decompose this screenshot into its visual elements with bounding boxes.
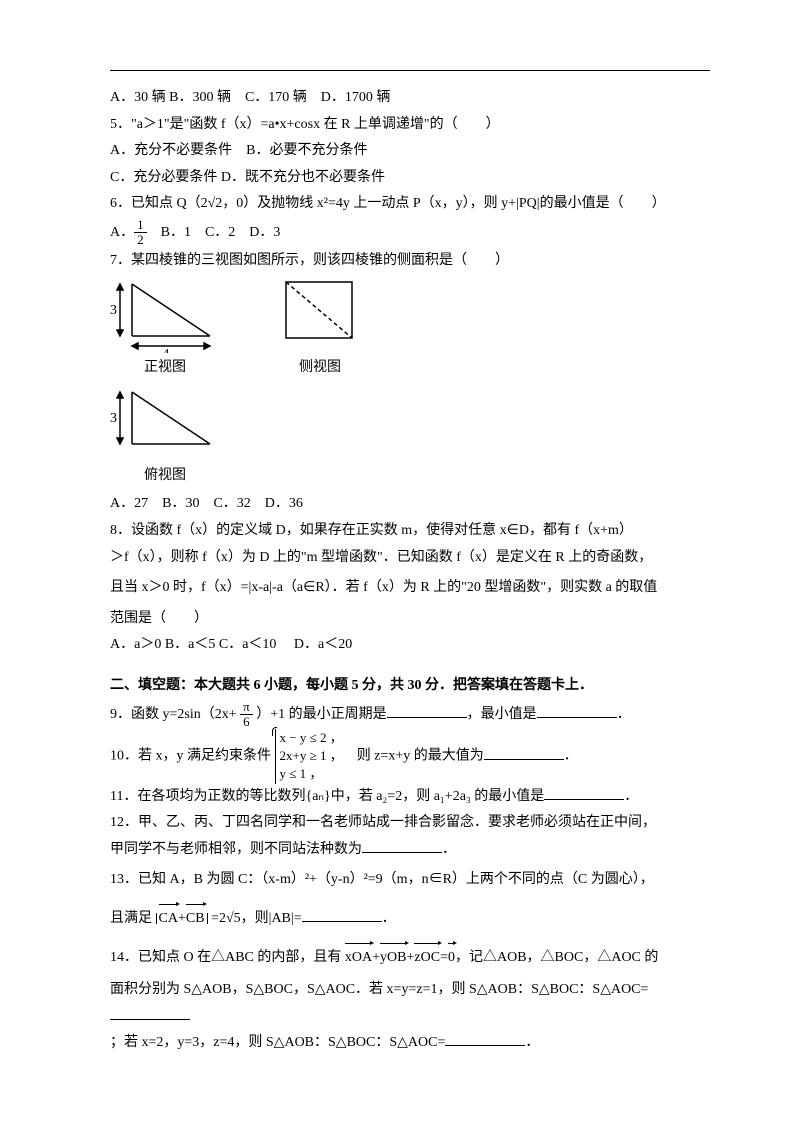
q6-stem: 6．已知点 Q（2√2，0）及抛物线 x²=4y 上一动点 P（x，y），则 y… — [110, 191, 710, 218]
period: ． — [382, 911, 396, 926]
blank — [302, 907, 382, 922]
q14-a: 14．已知点 O 在△ABC 的内部，且有 — [110, 950, 345, 965]
top-dim-left: 3 — [110, 411, 117, 426]
q4-options: A．30 辆 B．300 辆 C．170 辆 D．1700 辆 — [110, 85, 710, 112]
q6-options: A．12 B．1 C．2 D．3 — [110, 218, 710, 248]
q11: 11．在各项均为正数的等比数列{aₙ}中，若 a₂=2，则 a₁+2a₃ 的最小… — [110, 784, 710, 811]
blank — [362, 838, 442, 853]
period: ． — [525, 1035, 539, 1050]
q10-sys2: 2x+y ≥ 1 ， — [280, 747, 343, 765]
front-dim-bottom: 4 — [163, 347, 170, 353]
q9: 9．函数 y=2sin（2x+ π6 ）+1 的最小正周期是 ，最小值是 ． — [110, 700, 710, 730]
period: ． — [442, 842, 456, 857]
vector-ob: yOB — [380, 943, 406, 972]
q8-options: A．a＞0 B．a＜5 C．a＜10 D．a＜20 — [110, 632, 710, 659]
q14-l2: 面积分别为 S△AOB，S△BOC，S△AOC．若 x=y=z=1，则 S△AO… — [110, 977, 710, 1030]
front-view-label: 正视图 — [110, 355, 220, 382]
q10-sys1: x − y ≤ 2 ， — [280, 729, 343, 747]
q12-b: 甲同学不与老师相邻，则不同站法种数为 — [110, 842, 362, 857]
side-view-label: 侧视图 — [280, 355, 360, 382]
fraction-1-over-2: 12 — [134, 218, 147, 248]
q9-a: 9．函数 y=2sin（2x+ — [110, 707, 240, 722]
q12-l1: 12．甲、乙、丙、丁四名同学和一名老师站成一排合影留念．要求老师必须站在正中间， — [110, 810, 710, 837]
top-view-block: 3 俯视图 — [110, 386, 220, 490]
period: ． — [617, 707, 631, 722]
q7-stem: 7．某四棱锥的三视图如图所示，则该四棱锥的侧面积是（ ） — [110, 248, 710, 275]
top-view-svg: 3 — [110, 386, 220, 461]
q8-l2: ＞f（x），则称 f（x）为 D 上的"m 型增函数"．已知函数 f（x）是定义… — [110, 545, 710, 572]
frac-num: 1 — [134, 218, 147, 233]
q10-b: 则 z=x+y 的最大值为 — [343, 749, 484, 764]
vector-cb: CB — [186, 904, 205, 933]
front-dim-left: 3 — [110, 303, 117, 318]
q6-opt-rest: B．1 C．2 D．3 — [147, 225, 281, 240]
blank — [537, 703, 617, 718]
q9-c: ，最小值是 — [467, 707, 537, 722]
q13-c: ，则|AB|= — [241, 911, 302, 926]
q14-l3: ；若 x=2，y=3，z=4，则 S△AOB：S△BOC：S△AOC= ． — [110, 1030, 710, 1057]
side-view-block: 侧视图 — [280, 278, 360, 382]
q13-l1: 13．已知 A，B 为圆 C：（x-m）²+（y-n）²=9（m，n∈R）上两个… — [110, 867, 710, 894]
three-views-row1: 3 4 正视图 侧视图 — [110, 278, 710, 382]
front-view-svg: 3 4 — [110, 278, 220, 353]
q10-sys3: y ≤ 1 ， — [280, 765, 343, 783]
q12-l2: 甲同学不与老师相邻，则不同站法种数为 ． — [110, 837, 710, 864]
blank — [110, 1005, 190, 1020]
q13-b: 且满足 — [110, 911, 156, 926]
period: ． — [624, 789, 638, 804]
q13-eq: =2√5 — [208, 911, 241, 926]
period: ． — [564, 749, 578, 764]
q10: 10．若 x，y 满足约束条件 x − y ≤ 2 ， 2x+y ≥ 1 ， y… — [110, 729, 710, 784]
vector-oa: xOA — [345, 943, 372, 972]
q5-stem: 5．"a＞1"是"函数 f（x）=a•x+cosx 在 R 上单调递增"的（ ） — [110, 112, 710, 139]
frac-den: 6 — [240, 715, 253, 729]
q14-b: ，记△AOB，△BOC，△AOC 的 — [455, 950, 658, 965]
q14-c: 面积分别为 S△AOB，S△BOC，S△AOC．若 x=y=z=1，则 S△AO… — [110, 982, 648, 997]
q9-b: ）+1 的最小正周期是 — [253, 707, 387, 722]
section2-title: 二、填空题：本大题共 6 小题，每小题 5 分，共 30 分．把答案填在答题卡上… — [110, 673, 710, 700]
top-view-label: 俯视图 — [110, 463, 220, 490]
blank — [544, 785, 624, 800]
top-rule — [110, 70, 710, 71]
q8-l3: 且当 x＞0 时，f（x）=|x-a|-a（a∈R）．若 f（x）为 R 上的"… — [110, 575, 710, 602]
fraction-pi-over-6: π6 — [240, 700, 253, 730]
blank — [445, 1031, 525, 1046]
frac-den: 2 — [134, 233, 147, 247]
q6-opt-a-prefix: A． — [110, 225, 134, 240]
q14-d: ；若 x=2，y=3，z=4，则 S△AOB：S△BOC：S△AOC= — [110, 1035, 445, 1050]
q14-vec-expr: xOA+yOB+zOC=0 — [345, 950, 455, 965]
q13-l2: 且满足 CA+CB =2√5，则|AB|= ． — [110, 904, 710, 933]
abs-brackets: CA+CB — [156, 911, 208, 926]
q14-l1: 14．已知点 O 在△ABC 的内部，且有 xOA+yOB+zOC=0，记△AO… — [110, 943, 710, 972]
q7-options: A．27 B．30 C．32 D．36 — [110, 491, 710, 518]
q11-a: 11．在各项均为正数的等比数列{aₙ}中，若 a₂=2，则 a₁+2a₃ 的最小… — [110, 789, 544, 804]
blank — [484, 745, 564, 760]
side-view-svg — [280, 278, 360, 353]
frac-num: π — [240, 700, 253, 715]
exam-page: A．30 辆 B．300 辆 C．170 辆 D．1700 辆 5．"a＞1"是… — [0, 0, 800, 1132]
front-view-block: 3 4 正视图 — [110, 278, 220, 382]
q5-opt-ab: A．充分不必要条件 B．必要不充分条件 — [110, 138, 710, 165]
q5-opt-cd: C．充分必要条件 D．既不充分也不必要条件 — [110, 165, 710, 192]
q8-l1: 8．设函数 f（x）的定义域 D，如果存在正实数 m，使得对任意 x∈D，都有 … — [110, 518, 710, 545]
vector-ca: CA — [159, 904, 178, 933]
three-views-row2: 3 俯视图 — [110, 386, 710, 490]
vector-zero: 0 — [448, 943, 455, 972]
vector-oc: zOC — [414, 943, 440, 972]
blank — [387, 703, 467, 718]
q10-system: x − y ≤ 2 ， 2x+y ≥ 1 ， y ≤ 1 ， — [275, 729, 343, 784]
q10-a: 10．若 x，y 满足约束条件 — [110, 749, 275, 764]
q8-l4: 范围是（ ） — [110, 606, 710, 633]
